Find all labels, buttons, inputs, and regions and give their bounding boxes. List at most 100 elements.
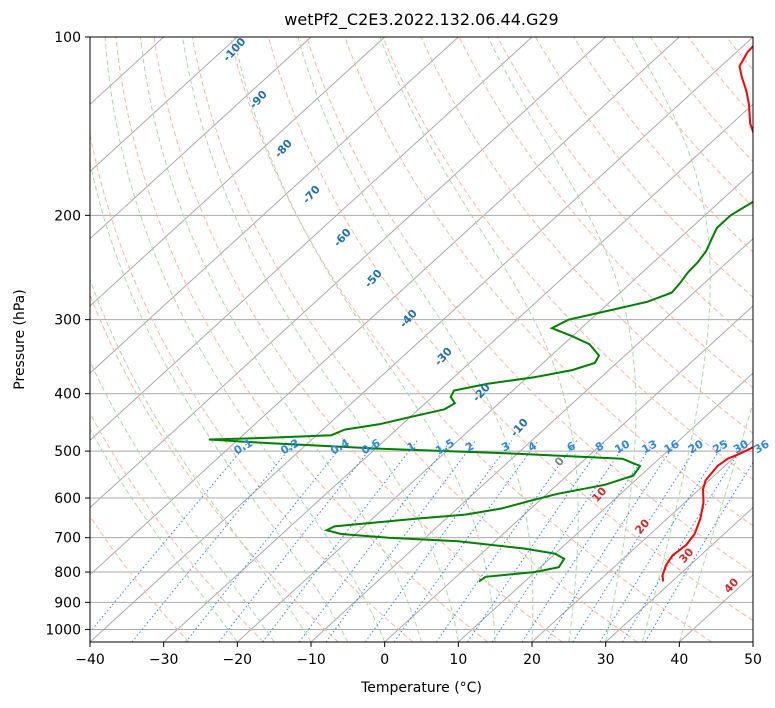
- moist-adiabat-line: [631, 37, 711, 642]
- isotherm-line: [531, 439, 753, 642]
- mixing-ratio-label: 25: [711, 437, 731, 456]
- mixing-ratio-line: [572, 440, 702, 642]
- moist-adiabat-line: [90, 360, 275, 642]
- chart-title: wetPf2_C2E3.2022.132.06.44.G29: [284, 10, 558, 30]
- mixing-ratio-line: [599, 440, 727, 642]
- y-tick-label: 600: [54, 491, 81, 507]
- mixing-ratio-label: 0.6: [359, 436, 383, 457]
- dry-adiabat-label: -100: [220, 35, 248, 64]
- mixing-ratio-label: 0.2: [278, 436, 301, 457]
- dry-adiabat-line: [153, 37, 563, 642]
- y-tick-label: 700: [54, 531, 81, 547]
- dry-adiabat-line: [649, 37, 753, 163]
- isotherm-line: [90, 37, 533, 442]
- dry-adiabat-line: [344, 37, 753, 527]
- y-tick-label: 100: [54, 30, 81, 46]
- mixing-ratio-label: 30: [731, 437, 751, 456]
- dry-adiabat-line: [382, 37, 753, 481]
- plot-frame: [89, 36, 754, 643]
- dry-adiabat-line: [496, 37, 753, 344]
- mixing-ratio-line: [131, 440, 297, 642]
- dry-adiabat-label: -10: [508, 416, 531, 440]
- dry-adiabat-line: [535, 37, 753, 298]
- moist-adiabat-line: [90, 427, 238, 642]
- dewpoint-profile-line: [208, 200, 753, 583]
- x-axis-title: Temperature (°C): [360, 680, 482, 696]
- dry-adiabat-line: [191, 37, 638, 642]
- isotherm-line: [90, 37, 312, 240]
- moist-adiabat-line: [379, 37, 579, 642]
- mixing-ratio-line: [262, 440, 418, 642]
- dry-adiabat-label: -30: [432, 345, 455, 369]
- dry-adiabat-label: 30: [676, 545, 696, 565]
- mixing-ratio-line: [90, 440, 250, 633]
- x-tick-label: −10: [296, 652, 326, 668]
- dry-adiabat-line: [611, 37, 753, 208]
- isotherm-line: [90, 37, 386, 307]
- dry-adiabat-label: -40: [397, 307, 420, 331]
- grid-layer: [90, 37, 775, 642]
- x-tick-label: 0: [380, 652, 389, 668]
- x-tick-label: 20: [523, 652, 541, 668]
- mixing-ratio-line: [298, 440, 452, 642]
- dry-adiabat-label: -80: [272, 137, 295, 161]
- dry-adiabat-line: [90, 515, 190, 642]
- moist-adiabat-line: [140, 37, 422, 642]
- mixing-ratio-line: [364, 440, 512, 642]
- mixing-ratio-line: [521, 440, 656, 642]
- temperature-profile-line: [661, 44, 753, 582]
- isotherm-line: [384, 305, 753, 642]
- y-tick-label: 500: [54, 444, 81, 460]
- mixing-ratio-line: [644, 461, 753, 642]
- mixing-ratio-label: 10: [612, 437, 632, 456]
- moist-adiabat-line: [90, 278, 312, 642]
- dry-adiabat-line: [573, 37, 753, 253]
- isotherm-line: [90, 37, 238, 173]
- dry-adiabat-line: [268, 37, 753, 622]
- moist-adiabat-line: [487, 37, 637, 642]
- dry-adiabat-label: -50: [362, 267, 385, 291]
- dry-adiabat-label: -60: [331, 226, 354, 250]
- dry-adiabat-label: -70: [300, 183, 323, 207]
- x-tick-label: 30: [597, 652, 615, 668]
- isotherm-line: [605, 506, 753, 642]
- isotherm-line: [90, 37, 459, 374]
- x-tick-label: 50: [744, 652, 762, 668]
- x-tick-label: −30: [149, 652, 179, 668]
- isotherm-line: [90, 37, 753, 642]
- y-tick-label: 800: [54, 565, 81, 581]
- axis-layer: −40 −30 −20 −10 0 10 20 30 40 50 100 200 300 400 500 60…: [45, 30, 762, 668]
- mixing-ratio-line: [621, 440, 747, 642]
- mixing-ratio-label: 0.4: [328, 436, 352, 457]
- mixing-ratio-line: [435, 440, 578, 642]
- dry-adiabat-line: [229, 37, 712, 642]
- y-tick-label: 400: [54, 387, 81, 403]
- y-tick-label: 200: [54, 208, 81, 224]
- y-tick-label: 1000: [45, 622, 81, 638]
- mixing-ratio-line: [545, 440, 678, 642]
- isotherm-line: [163, 103, 753, 642]
- mixing-ratio-line: [218, 440, 378, 642]
- dry-adiabat-line: [90, 412, 264, 642]
- dry-adiabat-line: [765, 37, 775, 642]
- moist-adiabat-line: [297, 37, 534, 642]
- dry-adiabat-label: 40: [721, 575, 741, 595]
- y-axis-title: Pressure (hPa): [12, 289, 28, 389]
- mixing-ratio-label: 4: [526, 439, 539, 454]
- dry-adiabat-line: [115, 37, 488, 642]
- isotherm-line: [90, 37, 607, 509]
- moist-adiabat-line: [90, 160, 349, 642]
- moist-adiabat-line: [233, 37, 496, 642]
- x-tick-label: 10: [449, 652, 467, 668]
- x-tick-label: −40: [75, 652, 105, 668]
- dry-adiabat-line: [306, 37, 753, 574]
- y-tick-label: 900: [54, 595, 81, 611]
- mixing-ratio-line: [185, 440, 347, 642]
- x-tick-label: −20: [223, 652, 253, 668]
- series-layer: [208, 44, 753, 583]
- isotherm-line: [90, 37, 680, 576]
- mixing-ratio-line: [325, 440, 476, 642]
- mixing-ratio-label: 36: [752, 437, 772, 456]
- moist-adiabat-line: [104, 37, 386, 642]
